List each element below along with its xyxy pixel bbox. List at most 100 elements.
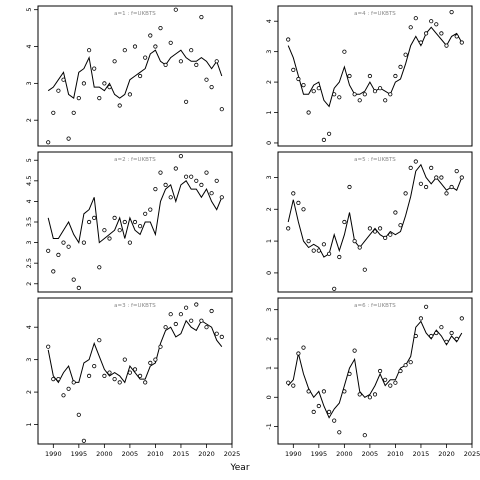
y-tick-label: 3: [265, 175, 273, 179]
observed-point: [326, 251, 332, 256]
observed-point: [81, 240, 87, 245]
observed-point: [107, 370, 112, 375]
observed-point: [418, 40, 423, 45]
observed-point: [148, 207, 153, 212]
observed-point: [61, 77, 66, 82]
observed-point: [439, 325, 444, 330]
observed-point: [87, 48, 92, 53]
observed-point: [286, 37, 291, 42]
observed-point: [199, 15, 204, 20]
observed-point: [214, 178, 219, 183]
y-tick-label: 2: [25, 390, 33, 394]
observed-point: [347, 371, 352, 376]
observed-point: [444, 191, 449, 196]
observed-point: [107, 85, 112, 90]
y-tick-label: 4: [25, 44, 33, 48]
panel-frame: [37, 5, 233, 147]
observed-point: [439, 31, 444, 36]
observed-point: [117, 380, 122, 385]
observed-point: [337, 95, 342, 100]
observed-point: [352, 239, 357, 244]
observed-point: [429, 19, 434, 24]
observed-point: [367, 226, 372, 231]
observed-point: [194, 62, 199, 68]
x-tick-label: 2020: [198, 450, 215, 458]
y-tick-label: 1: [265, 110, 273, 114]
observed-point: [418, 181, 423, 186]
observed-point: [199, 318, 204, 323]
x-tick-label: 2015: [173, 450, 190, 458]
observed-point: [102, 81, 107, 86]
observed-point: [372, 392, 378, 397]
observed-point: [56, 376, 61, 382]
observed-point: [178, 154, 183, 159]
x-tick-label: 1990: [45, 450, 62, 458]
observed-point: [449, 184, 454, 190]
x-tick-label: 2000: [96, 450, 113, 458]
observed-point: [301, 83, 306, 88]
observed-point: [46, 344, 51, 349]
observed-point: [393, 73, 398, 79]
observed-point: [372, 229, 378, 234]
x-tick-label: 2010: [147, 450, 164, 458]
observed-point: [158, 25, 163, 31]
observed-point: [403, 191, 408, 196]
observed-point: [219, 195, 224, 200]
observed-point: [81, 81, 87, 86]
observed-point: [306, 110, 311, 115]
y-tick-label: 3.5: [25, 217, 33, 227]
observed-point: [434, 175, 439, 180]
observed-point: [189, 48, 194, 53]
fitted-line: [287, 163, 463, 258]
observed-point: [423, 184, 429, 190]
observed-point: [459, 316, 464, 321]
observed-point: [163, 62, 168, 68]
x-tick-label: 2025: [464, 450, 480, 458]
observed-point: [158, 170, 163, 175]
observed-point: [127, 240, 132, 245]
observed-point: [102, 373, 107, 378]
observed-point: [393, 210, 398, 215]
observed-point: [367, 395, 372, 400]
y-tick-label: 2: [265, 337, 273, 341]
observed-point: [291, 67, 296, 73]
observed-point: [311, 89, 316, 94]
panel-label: a=3 : f=UKBTS: [114, 303, 156, 309]
observed-point: [316, 86, 321, 91]
observed-point: [398, 64, 403, 70]
observed-point: [439, 175, 444, 180]
panel-label: a=5 : f=UKBTS: [354, 157, 396, 163]
observed-point: [219, 107, 224, 112]
observed-point: [112, 215, 117, 220]
panel-5: a=3 : f=UKBTS 1 2 3 4 1990 1995 2000 2005 2010 201…: [25, 297, 241, 458]
observed-point: [184, 99, 189, 104]
observed-point: [403, 52, 408, 57]
observed-point: [429, 333, 434, 339]
observed-point: [102, 228, 107, 233]
observed-point: [403, 363, 408, 368]
observed-point: [148, 33, 153, 38]
observed-point: [347, 73, 352, 79]
observed-point: [367, 73, 372, 79]
observed-point: [296, 351, 301, 356]
y-tick-label: 2.5: [25, 258, 33, 268]
observed-point: [199, 182, 204, 187]
observed-point: [112, 59, 117, 64]
observed-point: [423, 304, 429, 309]
x-tick-label: 2025: [224, 450, 241, 458]
observed-point: [97, 338, 102, 343]
observed-point: [61, 240, 66, 245]
observed-point: [71, 110, 76, 115]
observed-point: [306, 389, 311, 394]
observed-point: [383, 377, 388, 382]
observed-point: [138, 373, 143, 378]
observed-point: [87, 373, 92, 378]
observed-point: [51, 269, 56, 274]
observed-point: [173, 166, 178, 171]
observed-point: [311, 248, 316, 253]
observed-point: [122, 357, 127, 362]
observed-point: [148, 360, 153, 365]
observed-point: [204, 77, 209, 82]
observed-point: [321, 389, 326, 394]
